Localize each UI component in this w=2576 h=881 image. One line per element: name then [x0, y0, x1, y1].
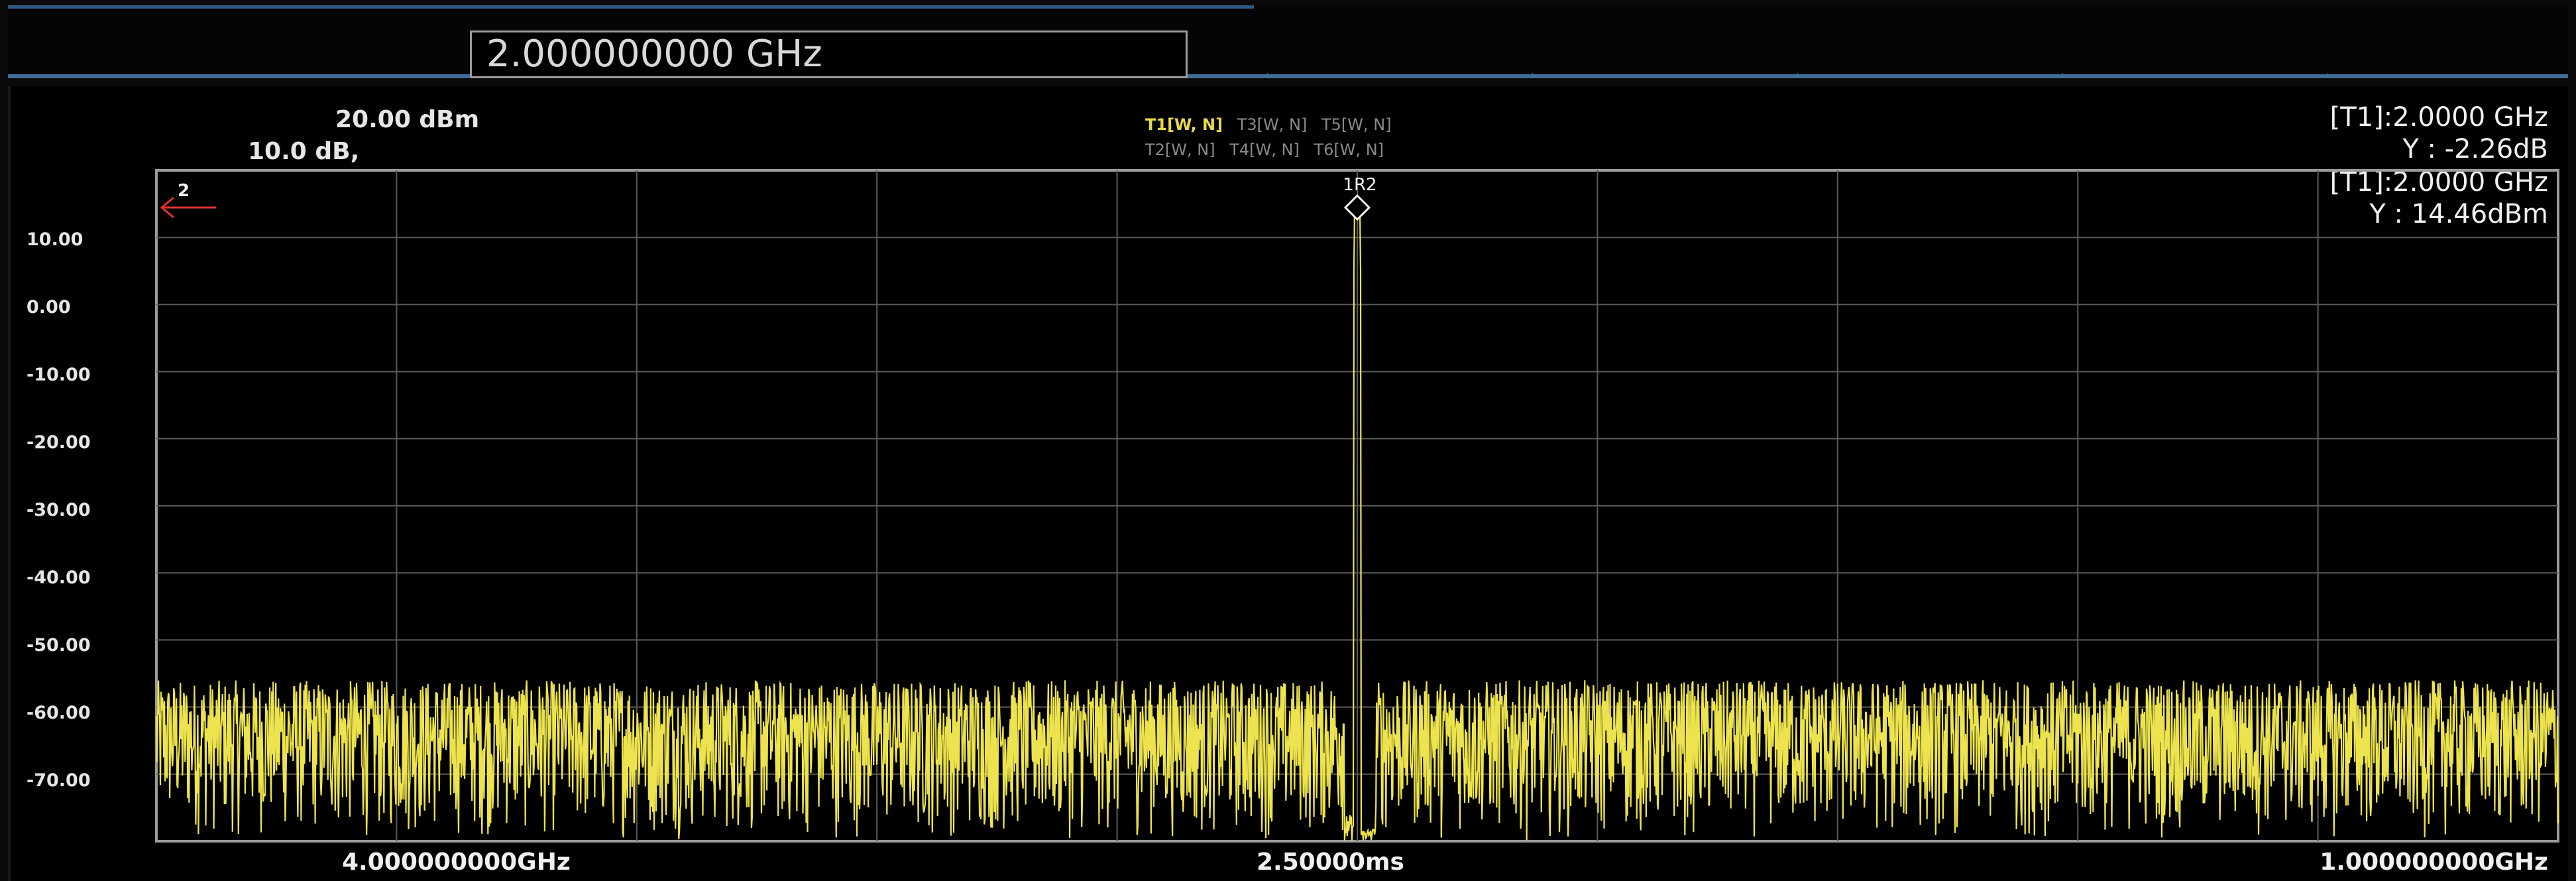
- trace-legend-t6[interactable]: T6[W, N]: [1314, 141, 1384, 159]
- y-tick-label: -40.00: [27, 567, 91, 588]
- y-tick-label: -20.00: [27, 432, 91, 453]
- softkey-divider: [1267, 73, 1268, 78]
- softkey-divider: [2062, 73, 2063, 78]
- peak-marker-label: 1R2: [1343, 175, 1376, 195]
- trace-legend-row-2: T2[W, N] T4[W, N] T6[W, N]: [1145, 141, 1393, 159]
- trace-legend-t2[interactable]: T2[W, N]: [1145, 141, 1215, 159]
- y-tick-label: -70.00: [27, 770, 91, 791]
- marker-frequency: [T1]:2.0000 GHz: [2329, 167, 2548, 198]
- trace-legend-t4[interactable]: T4[W, N]: [1229, 141, 1300, 159]
- softkey-divider: [2327, 73, 2328, 78]
- spectrum-plot[interactable]: 2 1R2: [11, 86, 2571, 881]
- x-stop-label: 1.000000000GHz: [2320, 849, 2548, 876]
- y-tick-label: -10.00: [27, 365, 91, 385]
- ref-level-arrowhead-icon: [160, 196, 174, 219]
- y-tick-label: -50.00: [27, 635, 91, 656]
- scale-per-division[interactable]: 10.0 dB,: [248, 138, 360, 165]
- delta-marker-frequency: [T1]:2.0000 GHz: [2329, 102, 2548, 133]
- y-tick-label: -30.00: [27, 500, 91, 520]
- softkey-divider: [1797, 73, 1798, 78]
- display-area: 20.00 dBm 10.0 dB, T1[W, N] T3[W, N] T5[…: [8, 86, 2568, 881]
- marker-value: Y : 14.46dBm: [2369, 199, 2548, 229]
- frequency-entry-field[interactable]: 2.000000000 GHz: [470, 30, 1188, 78]
- peak-marker-diamond-icon[interactable]: [1343, 194, 1371, 221]
- x-center-label: 2.50000ms: [1257, 849, 1404, 876]
- trace-legend-t1[interactable]: T1[W, N]: [1145, 115, 1223, 134]
- trace-legend-t5[interactable]: T5[W, N]: [1321, 115, 1392, 134]
- ref-marker-label: 2: [178, 181, 190, 201]
- entry-bar-accent: [8, 5, 1254, 9]
- entry-bar: 2.000000000 GHz: [8, 5, 2568, 78]
- trace-legend-row-1: T1[W, N] T3[W, N] T5[W, N]: [1145, 115, 1401, 134]
- y-tick-label: 10.00: [27, 229, 84, 250]
- reference-level[interactable]: 20.00 dBm: [335, 106, 480, 133]
- trace-legend-t3[interactable]: T3[W, N]: [1237, 115, 1308, 134]
- y-tick-label: -60.00: [27, 703, 91, 723]
- delta-marker-value: Y : -2.26dB: [2402, 134, 2548, 164]
- softkey-divider: [1532, 73, 1533, 78]
- y-tick-label: 0.00: [27, 297, 71, 318]
- x-start-label: 4.000000000GHz: [342, 849, 571, 876]
